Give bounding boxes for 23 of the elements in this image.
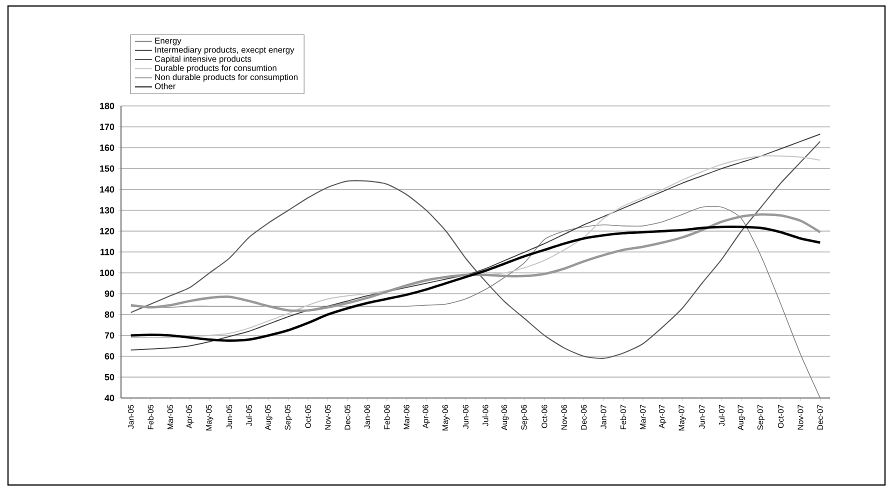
line-series bbox=[130, 226, 822, 342]
y-tick-label: 180 bbox=[100, 102, 114, 110]
legend-label: Durable products for consumtion bbox=[155, 64, 276, 73]
y-tick-label: 140 bbox=[100, 186, 114, 193]
y-tick-label: 70 bbox=[104, 332, 114, 339]
y-tick-label: 130 bbox=[100, 207, 114, 214]
line-series bbox=[130, 213, 822, 312]
y-tick-label: 120 bbox=[100, 228, 114, 234]
y-tick-label: 170 bbox=[100, 124, 114, 130]
legend-label: Energy bbox=[155, 38, 182, 46]
legend-label: Intermediary products, execpt energy bbox=[155, 46, 294, 54]
y-tick-label: 90 bbox=[104, 290, 114, 297]
y-tick-label: 60 bbox=[104, 353, 114, 360]
y-tick-label: 80 bbox=[104, 311, 114, 318]
y-tick-label: 110 bbox=[100, 248, 114, 256]
legend-label: Capital intensive products bbox=[154, 56, 252, 64]
legend-label: Non durable products for consumption bbox=[155, 74, 298, 82]
y-tick-label: 150 bbox=[100, 165, 114, 172]
y-tick-label: 40 bbox=[104, 394, 114, 402]
legend-label: Other bbox=[154, 83, 176, 90]
y-tick-label: 100 bbox=[100, 270, 114, 276]
y-tick-label: 160 bbox=[100, 144, 114, 151]
y-tick-label: 50 bbox=[104, 374, 114, 380]
